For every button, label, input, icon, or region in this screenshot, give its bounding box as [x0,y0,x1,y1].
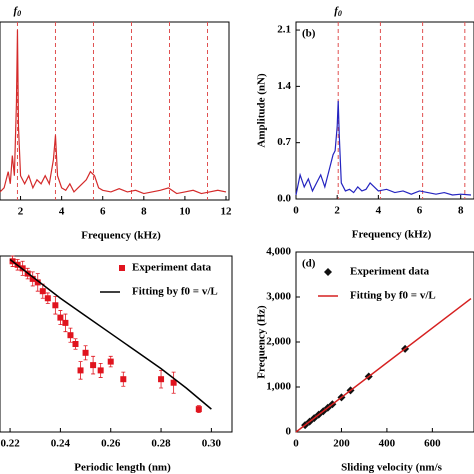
data-point [39,288,46,295]
x-tick-label: 400 [379,438,396,450]
y-tick-label: 2,000 [266,336,291,348]
data-point [44,295,51,302]
x-tick-label: 0.26 [101,438,121,450]
y-tick-label: 0 [286,426,292,438]
x-tick-label: 10 [179,206,191,218]
y-tick-label: 2.1 [277,24,291,36]
data-point [29,275,36,282]
data-point [170,379,177,386]
x-tick-label: 2 [334,205,340,217]
data-point [195,406,202,413]
x-tick-label: 200 [333,438,350,450]
data-point [82,349,89,356]
x-tick-label: 0.22 [0,438,20,450]
data-point [158,376,165,383]
x-tick-label: 8 [458,205,464,217]
data-point [34,279,41,286]
x-tick-label: 6 [417,205,423,217]
x-axis-label: Frequency (kHz) [81,230,161,242]
x-tick-label: 0 [293,438,299,450]
x-tick-label: 6 [100,206,106,218]
y-tick-label: 0.0 [277,193,291,205]
x-tick-label: 4 [59,206,65,218]
panel-label: (b) [302,28,316,40]
y-tick-label: 3,000 [266,291,291,303]
data-line [295,297,472,433]
legend-label: Experiment data [132,262,212,274]
f0-symbol: f [13,5,18,17]
x-tick-label: 4 [376,205,382,217]
legend-label: Fitting by f0 = v/L [350,290,436,302]
legend-marker [324,268,332,276]
plot-frame [0,21,230,201]
data-point [57,314,64,321]
data-line [9,258,212,410]
y-tick-label: 4,000 [266,246,291,258]
data-point [90,362,97,369]
data-line [0,30,227,195]
data-point [72,341,79,347]
data-point [97,367,104,374]
y-axis-label: Amplitude (nN) [256,73,268,148]
data-point [120,376,127,383]
y-tick-label: 0.7 [277,136,291,148]
y-tick-label: 1,000 [266,381,291,393]
x-tick-label: 0.28 [151,438,171,450]
legend-label: Fitting by f0 = v/L [132,286,218,298]
x-axis-label: Periodic length (nm) [74,462,171,474]
f0-symbol: f [334,5,339,17]
y-tick-label: 1.4 [277,80,291,92]
data-line [295,100,472,196]
x-tick-label: 12 [221,206,233,218]
data-point [77,367,84,374]
data-point [52,302,59,309]
x-tick-label: 0.24 [51,438,71,450]
plot-frame [0,255,233,433]
f0-subscript: 0 [338,9,342,18]
x-tick-label: 8 [141,206,147,218]
x-tick-label: 0.30 [202,438,222,450]
f0-subscript: 0 [17,9,21,18]
f0-annotation: f0 [334,5,342,18]
data-point [107,358,114,365]
legend-marker [119,265,125,271]
y-axis-label: Frequency (Hz) [256,305,268,379]
f0-annotation: f0 [13,5,21,18]
plot-frame [295,21,474,200]
data-point [62,319,69,326]
x-tick-label: 2 [18,206,24,218]
legend-label: Experiment data [350,266,430,278]
x-axis-label: Sliding velocity (nm/s [341,462,443,474]
x-axis-label: Frequency (kHz) [352,229,432,241]
plot-frame [295,251,474,433]
panel-label: (d) [302,258,316,270]
data-point [67,332,74,339]
x-tick-label: 0 [293,205,299,217]
x-tick-label: 600 [424,438,441,450]
